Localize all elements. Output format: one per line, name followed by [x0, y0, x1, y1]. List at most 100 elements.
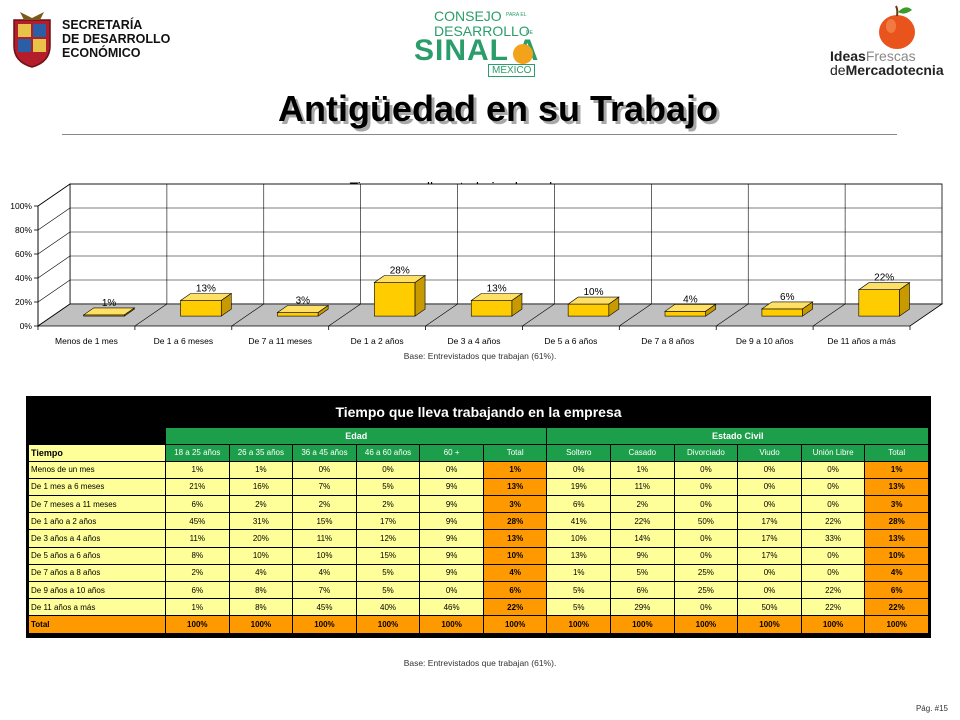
table-cell: 11% — [610, 477, 675, 497]
table-cell: 19% — [546, 477, 612, 497]
table-cell: 2% — [165, 563, 230, 583]
bar-front — [180, 300, 222, 317]
bar-front — [858, 289, 900, 317]
table-cell: 0% — [419, 460, 484, 479]
total-cell: 100% — [165, 615, 230, 634]
table-cell: 0% — [673, 598, 739, 617]
table-cell: 7% — [292, 477, 357, 497]
table-cell: 22% — [864, 598, 929, 617]
bar — [82, 307, 136, 317]
bar-front — [470, 300, 513, 317]
row-header-tiempo: Tiempo — [28, 443, 166, 462]
floor-divider — [231, 303, 264, 327]
table-cell: 25% — [673, 563, 739, 583]
category-label: De 11 años a más — [827, 336, 895, 346]
table-cell: 1% — [610, 460, 675, 479]
table-cell: 10% — [228, 546, 294, 565]
total-cell: 100% — [419, 615, 484, 634]
total-row-label: Total — [28, 615, 166, 634]
bar-side — [802, 301, 813, 317]
consejo-line-2: DESARROLLO — [434, 23, 530, 39]
table-cell: 9% — [610, 546, 675, 565]
table-cell: 45% — [292, 598, 357, 617]
group-edad: Edad — [164, 426, 548, 445]
table-cell: 20% — [228, 529, 294, 548]
table-cell: 29% — [610, 598, 675, 617]
gridline-side — [37, 231, 71, 255]
table-cell: 9% — [419, 495, 484, 514]
column-header: Unión Libre — [800, 443, 866, 462]
bar-front — [761, 308, 803, 317]
table-cell: 6% — [165, 580, 230, 600]
bar — [470, 292, 523, 317]
table-cell: 16% — [228, 477, 294, 497]
table-cell: 0% — [737, 580, 802, 600]
bar — [179, 292, 233, 317]
chart-base-note: Base: Entrevistados que trabajan (61%). — [403, 351, 557, 361]
bar-chart: Tiempo que lleva trabajando en la empres… — [10, 179, 944, 346]
table-cell: 17% — [355, 512, 421, 531]
floor-divider — [328, 303, 361, 327]
table-cell: 8% — [228, 580, 294, 600]
column-header: Total — [864, 443, 929, 462]
table-cell: 8% — [228, 598, 294, 617]
row-label: Menos de un mes — [28, 460, 166, 479]
de-word: de — [830, 62, 846, 78]
table-cell: 13% — [482, 529, 548, 548]
table-cell: 0% — [737, 563, 802, 583]
chart-side-wall — [37, 183, 71, 327]
floor-divider — [425, 303, 458, 327]
y-tick-label: 80% — [15, 225, 32, 235]
row-label: De 1 mes a 6 meses — [28, 477, 166, 497]
data-table-frame: Tiempo que lleva trabajando en la empres… — [26, 396, 931, 638]
table-cell: 2% — [610, 495, 675, 514]
category-label: De 5 a 6 años — [544, 336, 597, 346]
floor-divider — [619, 303, 652, 327]
table-cell: 4% — [482, 563, 548, 583]
mercadotecnia-word: Mercadotecnia — [845, 62, 944, 78]
table-cell: 22% — [800, 512, 866, 531]
table-cell: 12% — [355, 529, 421, 548]
category-label: De 9 a 10 años — [736, 336, 794, 346]
category-label: De 3 a 4 años — [448, 336, 501, 346]
bar-front — [277, 312, 319, 317]
table-cell: 0% — [673, 460, 739, 479]
frescas-word: Frescas — [865, 48, 916, 64]
table-cell: 2% — [228, 495, 294, 514]
table-cell: 0% — [673, 477, 739, 497]
consejo-line-1: CONSEJO — [434, 8, 502, 24]
data-label: 22% — [874, 273, 894, 284]
category-label: De 1 a 6 meses — [154, 336, 214, 346]
table-cell: 31% — [228, 512, 294, 531]
title-divider — [62, 134, 897, 135]
row-label: De 7 años a 8 años — [28, 563, 166, 583]
table-cell: 3% — [482, 495, 548, 514]
group-spacer — [28, 426, 166, 445]
table-cell: 22% — [800, 580, 866, 600]
table-cell: 15% — [355, 546, 421, 565]
bar — [857, 282, 911, 317]
table-cell: 1% — [165, 460, 230, 479]
row-label: De 7 meses a 11 meses — [28, 495, 166, 514]
bar-front — [567, 303, 610, 317]
table-row: De 7 años a 8 años 2% 4% 4% 5% 9% 4% 1% 5% 25% 0% 0… — [28, 563, 929, 583]
bar-side — [124, 307, 135, 317]
data-label: 10% — [583, 287, 603, 298]
table-row: De 1 mes a 6 meses 21% 16% 7% 5% 9% 13% 19% 11% 0… — [28, 477, 929, 497]
table-cell: 5% — [355, 563, 421, 583]
table-cell: 0% — [355, 460, 421, 479]
table-cell: 8% — [165, 546, 230, 565]
page-title: Antigüedad en su Trabajo — [277, 88, 719, 129]
table-cell: 28% — [482, 512, 548, 531]
table-cell: 4% — [228, 563, 294, 583]
consejo-small-1: PARA EL — [506, 12, 527, 18]
y-tick-label: 0% — [20, 321, 33, 331]
table-cell: 0% — [737, 495, 802, 514]
table-row: De 5 años a 6 años 8% 10% 10% 15% 9% 10% 13% 9% 0… — [28, 546, 929, 565]
bar — [664, 303, 717, 317]
table-cell: 21% — [165, 477, 230, 497]
table-cell: 1% — [482, 460, 548, 479]
table-cell: 4% — [864, 563, 929, 583]
table-cell: 0% — [800, 495, 866, 514]
y-tick-label: 100% — [10, 201, 32, 211]
